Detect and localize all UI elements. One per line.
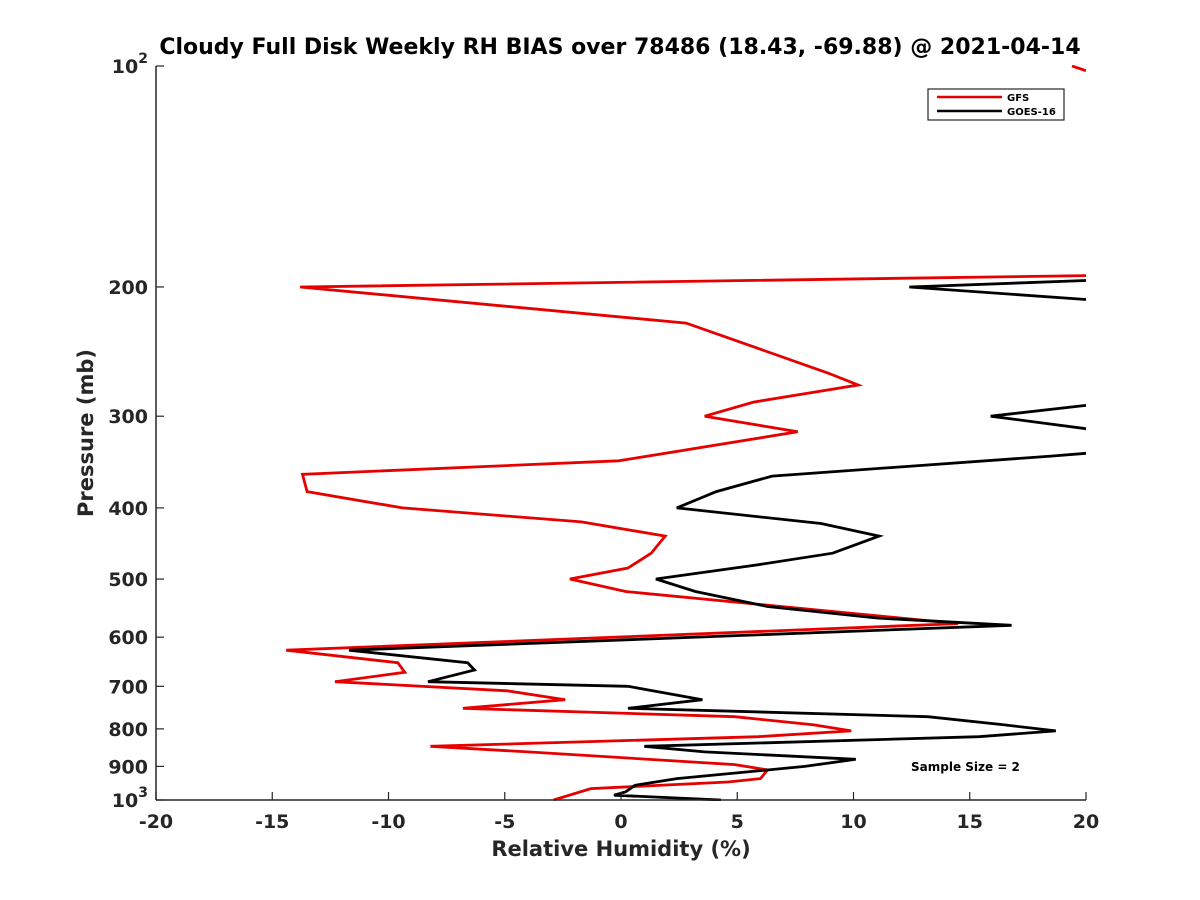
x-tick-label: 0 [614, 811, 627, 833]
y-axis-label: Pressure (mb) [74, 349, 98, 517]
y-tick-label: 200 [108, 277, 148, 299]
y-tick-label: 600 [108, 627, 148, 649]
x-tick-label: -15 [255, 811, 289, 833]
legend-box [927, 88, 1065, 121]
legend-label-goes16: GOES-16 [1007, 107, 1056, 118]
x-tick-label: 10 [840, 811, 866, 833]
y-tick-label: 300 [108, 406, 148, 428]
x-tick-label: 15 [957, 811, 983, 833]
x-axis-label: Relative Humidity (%) [491, 837, 750, 861]
x-tick-label: -5 [494, 811, 515, 833]
legend-label-gfs: GFS [1007, 93, 1029, 104]
chart-title: Cloudy Full Disk Weekly RH BIAS over 784… [159, 35, 1080, 60]
x-tick-label: 20 [1073, 811, 1099, 833]
y-tick-label: 800 [108, 719, 148, 741]
series-layer [286, 65, 1086, 801]
x-tick-label: -10 [371, 811, 405, 833]
legend: GFS GOES-16 [927, 88, 1065, 121]
y-tick-label: 500 [108, 569, 148, 591]
x-tick-label: 5 [731, 811, 744, 833]
x-tick-label: -20 [139, 811, 173, 833]
sample-size-note: Sample Size = 2 [911, 760, 1020, 774]
y-tick-label: 700 [108, 676, 148, 698]
y-tick-label: 900 [108, 756, 148, 778]
x-ticks: -20 -15 -10 -5 0 5 10 15 20 [139, 792, 1099, 833]
series-line-gfs [286, 65, 1086, 801]
series-line-goes16 [348, 279, 1086, 801]
y-tick-label: 400 [108, 498, 148, 520]
